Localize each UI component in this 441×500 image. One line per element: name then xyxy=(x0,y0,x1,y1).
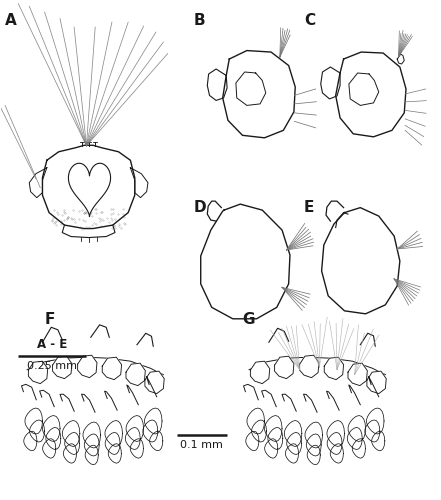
Polygon shape xyxy=(275,356,294,378)
Polygon shape xyxy=(46,428,61,450)
Polygon shape xyxy=(145,371,164,394)
Text: C: C xyxy=(304,13,315,28)
Polygon shape xyxy=(42,146,135,228)
Polygon shape xyxy=(28,361,48,384)
Polygon shape xyxy=(352,438,366,458)
Text: F: F xyxy=(45,312,55,328)
Polygon shape xyxy=(102,357,122,380)
Polygon shape xyxy=(83,422,101,448)
Polygon shape xyxy=(24,431,37,450)
Polygon shape xyxy=(246,431,259,450)
Text: E: E xyxy=(304,200,314,215)
Polygon shape xyxy=(299,355,319,378)
Text: 0.1 mm: 0.1 mm xyxy=(180,440,223,450)
Polygon shape xyxy=(64,444,77,463)
Polygon shape xyxy=(52,356,72,378)
Polygon shape xyxy=(247,408,265,434)
Text: A: A xyxy=(5,13,17,28)
Polygon shape xyxy=(367,371,386,394)
Polygon shape xyxy=(78,355,97,378)
Polygon shape xyxy=(250,361,270,384)
Polygon shape xyxy=(336,52,406,137)
Polygon shape xyxy=(372,431,385,450)
Polygon shape xyxy=(143,420,158,442)
Polygon shape xyxy=(365,420,380,442)
Polygon shape xyxy=(207,69,227,100)
Polygon shape xyxy=(131,168,148,198)
Polygon shape xyxy=(62,420,80,446)
Polygon shape xyxy=(265,416,282,442)
Polygon shape xyxy=(25,408,42,434)
Text: A - E: A - E xyxy=(37,338,67,350)
Polygon shape xyxy=(324,357,344,380)
Polygon shape xyxy=(268,428,283,450)
Polygon shape xyxy=(43,416,60,442)
Polygon shape xyxy=(348,416,366,442)
Polygon shape xyxy=(285,444,299,463)
Polygon shape xyxy=(252,420,266,442)
Text: D: D xyxy=(194,200,207,215)
Text: B: B xyxy=(194,13,206,28)
Polygon shape xyxy=(265,438,278,458)
Text: 0.25 mm: 0.25 mm xyxy=(27,360,77,370)
Polygon shape xyxy=(321,67,340,99)
Polygon shape xyxy=(327,420,344,446)
Polygon shape xyxy=(29,168,47,198)
Polygon shape xyxy=(201,204,290,319)
Polygon shape xyxy=(145,408,162,434)
Polygon shape xyxy=(30,420,45,442)
Polygon shape xyxy=(306,434,321,456)
Polygon shape xyxy=(305,422,322,448)
Polygon shape xyxy=(366,408,384,434)
Polygon shape xyxy=(397,54,404,64)
Polygon shape xyxy=(105,432,120,454)
Polygon shape xyxy=(327,432,342,454)
Polygon shape xyxy=(65,432,80,454)
Polygon shape xyxy=(348,363,367,386)
Polygon shape xyxy=(131,438,143,458)
Polygon shape xyxy=(68,163,111,216)
Polygon shape xyxy=(125,428,140,450)
Polygon shape xyxy=(126,416,144,442)
Polygon shape xyxy=(105,420,123,446)
Polygon shape xyxy=(307,445,320,464)
Polygon shape xyxy=(287,432,302,454)
Polygon shape xyxy=(349,73,379,106)
Polygon shape xyxy=(85,445,98,464)
Polygon shape xyxy=(236,72,266,106)
Text: G: G xyxy=(243,312,255,328)
Polygon shape xyxy=(84,434,99,456)
Polygon shape xyxy=(43,438,56,458)
Polygon shape xyxy=(108,444,121,463)
Polygon shape xyxy=(330,444,344,463)
Polygon shape xyxy=(223,50,295,138)
Polygon shape xyxy=(284,420,302,446)
Polygon shape xyxy=(348,428,362,450)
Polygon shape xyxy=(149,431,163,450)
Polygon shape xyxy=(321,208,400,314)
Polygon shape xyxy=(126,363,146,386)
